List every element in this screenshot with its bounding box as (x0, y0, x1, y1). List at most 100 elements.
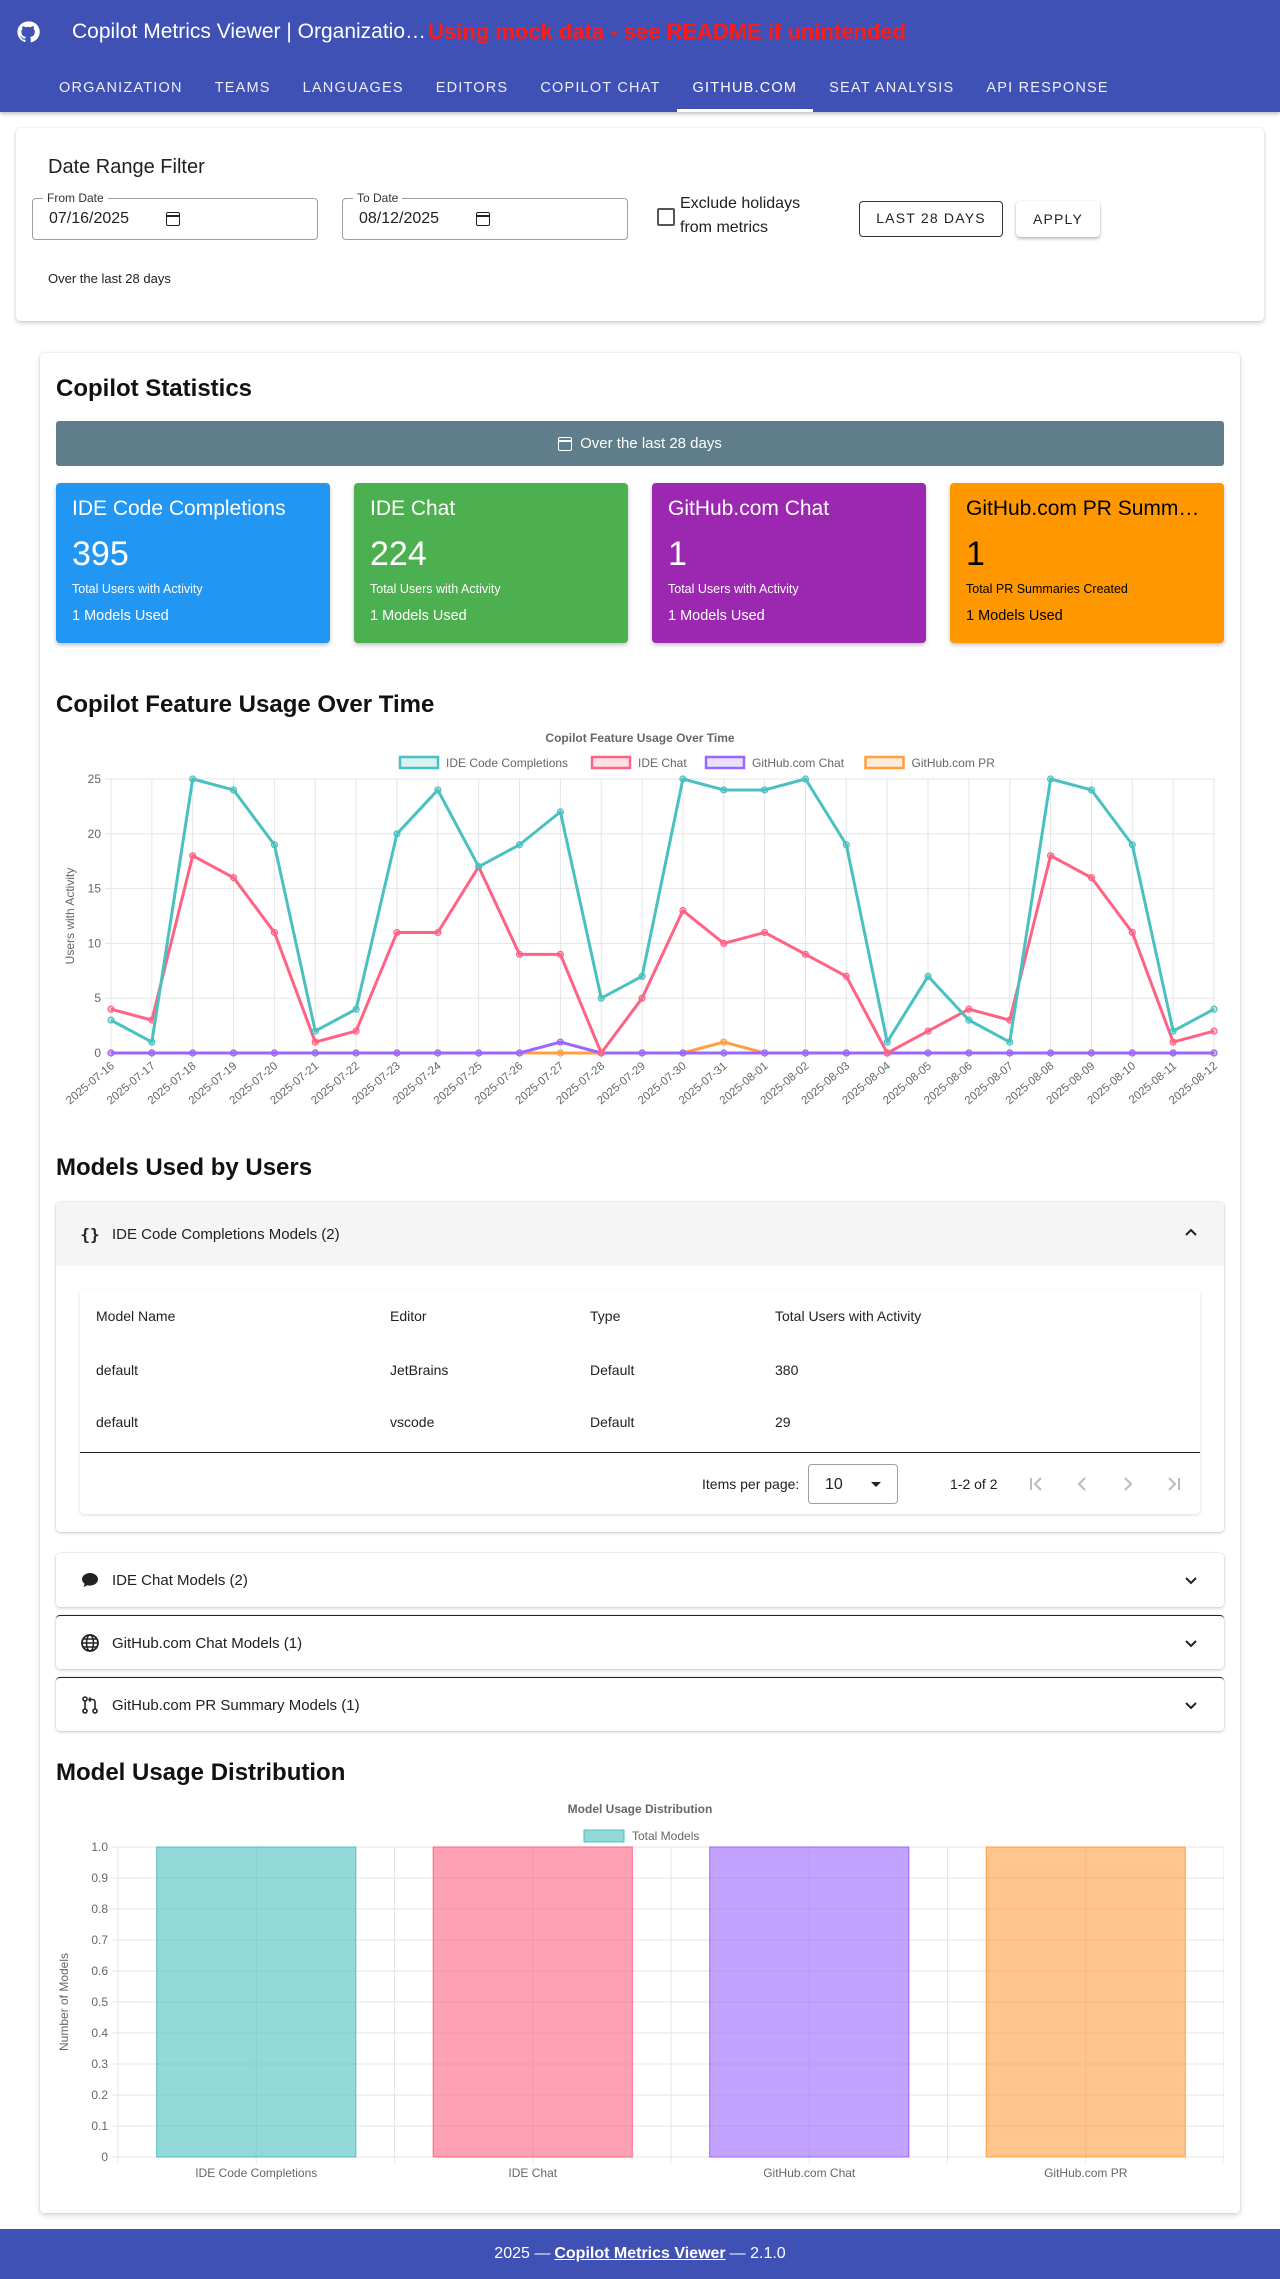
model-usage-bar-chart: Model Usage Distribution Total Models 0 0.1… (57, 1802, 1224, 2180)
date-range-filter-card: Date Range Filter From Date 07/16/2025 T… (16, 128, 1264, 321)
panel-github-pr-summary-models: GitHub.com PR Summary Models (1) (56, 1677, 1224, 1731)
chevron-up-icon[interactable] (1182, 1224, 1200, 1242)
stat-value: 395 (72, 535, 129, 573)
y-tick-label: 0.4 (91, 2026, 108, 2040)
data-point (1169, 1038, 1177, 1046)
table-cell: JetBrains (390, 1362, 449, 1378)
y-tick-label: 0.2 (91, 2088, 108, 2102)
data-point (842, 841, 850, 849)
data-point (1087, 874, 1096, 882)
data-point (720, 786, 728, 794)
panel-header[interactable]: GitHub.com Chat Models (1) (56, 1616, 1224, 1670)
column-header[interactable]: Model Name (96, 1308, 176, 1324)
github-icon[interactable] (16, 20, 40, 44)
y-tick-label: 5 (94, 991, 101, 1005)
legend-swatch (590, 755, 632, 770)
panel-header[interactable]: IDE Chat Models (2) (56, 1553, 1224, 1607)
to-date-value: 08/12/2025 (359, 210, 440, 227)
column-header[interactable]: Type (590, 1308, 621, 1324)
previous-page-icon[interactable] (1072, 1474, 1092, 1494)
x-tick-label: IDE Chat (508, 2166, 557, 2180)
data-point (1210, 1005, 1218, 1013)
column-header[interactable]: Total Users with Activity (775, 1308, 922, 1324)
table-header-row: Model Name Editor Type Total Users with … (80, 1290, 1200, 1342)
panel-ide-code-completions-models: {} IDE Code Completions Models (2) Model… (56, 1202, 1224, 1532)
stat-title: GitHub.com PR Summa… (966, 497, 1208, 520)
chevron-down-icon[interactable] (1182, 1571, 1200, 1589)
tab-seat-analysis[interactable]: SEAT ANALYSIS (829, 80, 955, 96)
stat-title: GitHub.com Chat (668, 497, 830, 520)
data-point (393, 1049, 401, 1057)
data-point (638, 972, 646, 980)
last-28-days-button[interactable]: LAST 28 DAYS (859, 201, 1003, 237)
data-point (270, 1049, 279, 1057)
data-point (434, 928, 442, 937)
calendar-icon[interactable] (166, 212, 180, 226)
models-used-heading: Models Used by Users (56, 1154, 313, 1181)
data-point (1087, 1049, 1096, 1057)
data-point (679, 906, 687, 915)
panel-header[interactable]: GitHub.com PR Summary Models (1) (56, 1678, 1224, 1732)
tab-teams[interactable]: TEAMS (214, 80, 271, 96)
data-point (720, 939, 728, 947)
panel-label: GitHub.com Chat Models (1) (112, 1634, 303, 1652)
tab-editors[interactable]: EDITORS (435, 80, 509, 96)
data-point (270, 841, 279, 849)
footer: 2025 — Copilot Metrics Viewer — 2.1.0 (0, 2229, 1280, 2279)
data-point (352, 1027, 360, 1035)
panel-label: IDE Code Completions Models (2) (112, 1225, 340, 1243)
data-point (189, 1049, 197, 1057)
data-point (965, 1005, 973, 1013)
tab-api-response[interactable]: API RESPONSE (986, 80, 1109, 96)
data-point (556, 950, 564, 958)
data-point (679, 1049, 687, 1057)
exclude-holidays-checkbox[interactable] (657, 208, 675, 226)
data-point (883, 1049, 891, 1057)
last-page-icon[interactable] (1164, 1474, 1184, 1494)
stat-title: IDE Code Completions (72, 497, 286, 520)
data-point (720, 1038, 728, 1046)
footer-link[interactable]: Copilot Metrics Viewer (554, 2245, 726, 2262)
tab-organization[interactable]: ORGANIZATION (59, 80, 183, 96)
y-axis-label: Users with Activity (63, 868, 77, 965)
from-date-label: From Date (43, 191, 108, 205)
mock-data-warning: Using mock data - see README if unintend… (428, 19, 906, 44)
chevron-down-icon[interactable] (1182, 1696, 1200, 1714)
apply-button[interactable]: APPLY (1016, 201, 1100, 237)
from-date-field[interactable]: From Date 07/16/2025 (32, 191, 318, 240)
data-point (107, 1049, 115, 1057)
data-point (189, 852, 197, 860)
first-page-icon[interactable] (1026, 1474, 1046, 1494)
stat-subtitle: Total Users with Activity (72, 582, 203, 596)
data-point (475, 1049, 483, 1057)
stat-models: 1 Models Used (72, 608, 169, 624)
stat-models: 1 Models Used (668, 608, 765, 624)
data-point (761, 928, 769, 937)
exclude-holidays-label: Exclude holidays from metrics (680, 195, 801, 236)
chart-title: Copilot Feature Usage Over Time (545, 731, 734, 745)
legend-swatch (864, 755, 905, 770)
tab-languages[interactable]: LANGUAGES (302, 80, 404, 96)
data-point (1210, 1049, 1218, 1057)
tab-github-com[interactable]: GITHUB.COM (676, 64, 814, 112)
data-point (515, 1049, 524, 1057)
tab-copilot-chat[interactable]: COPILOT CHAT (540, 80, 661, 96)
column-header[interactable]: Editor (390, 1308, 427, 1324)
data-point (965, 1016, 973, 1024)
calendar-icon[interactable] (476, 212, 490, 226)
to-date-field[interactable]: To Date 08/12/2025 (342, 191, 628, 240)
panel-header[interactable]: {} IDE Code Completions Models (2) (56, 1202, 1224, 1266)
y-axis-label: Number of Models (57, 1953, 71, 2051)
data-point (1128, 928, 1136, 937)
legend-swatch (583, 1829, 625, 1843)
data-point (761, 1049, 769, 1057)
chevron-down-icon[interactable] (1182, 1634, 1200, 1652)
y-tick-label: 0.1 (91, 2119, 108, 2133)
data-point (1046, 852, 1055, 860)
stat-models: 1 Models Used (370, 608, 467, 624)
next-page-icon[interactable] (1118, 1474, 1138, 1494)
y-tick-label: 0.9 (91, 1871, 108, 1885)
app-bar: Copilot Metrics Viewer | Organizatio… Us… (0, 0, 1280, 112)
data-point (270, 928, 279, 937)
items-per-page-select[interactable]: 10 (808, 1464, 898, 1504)
